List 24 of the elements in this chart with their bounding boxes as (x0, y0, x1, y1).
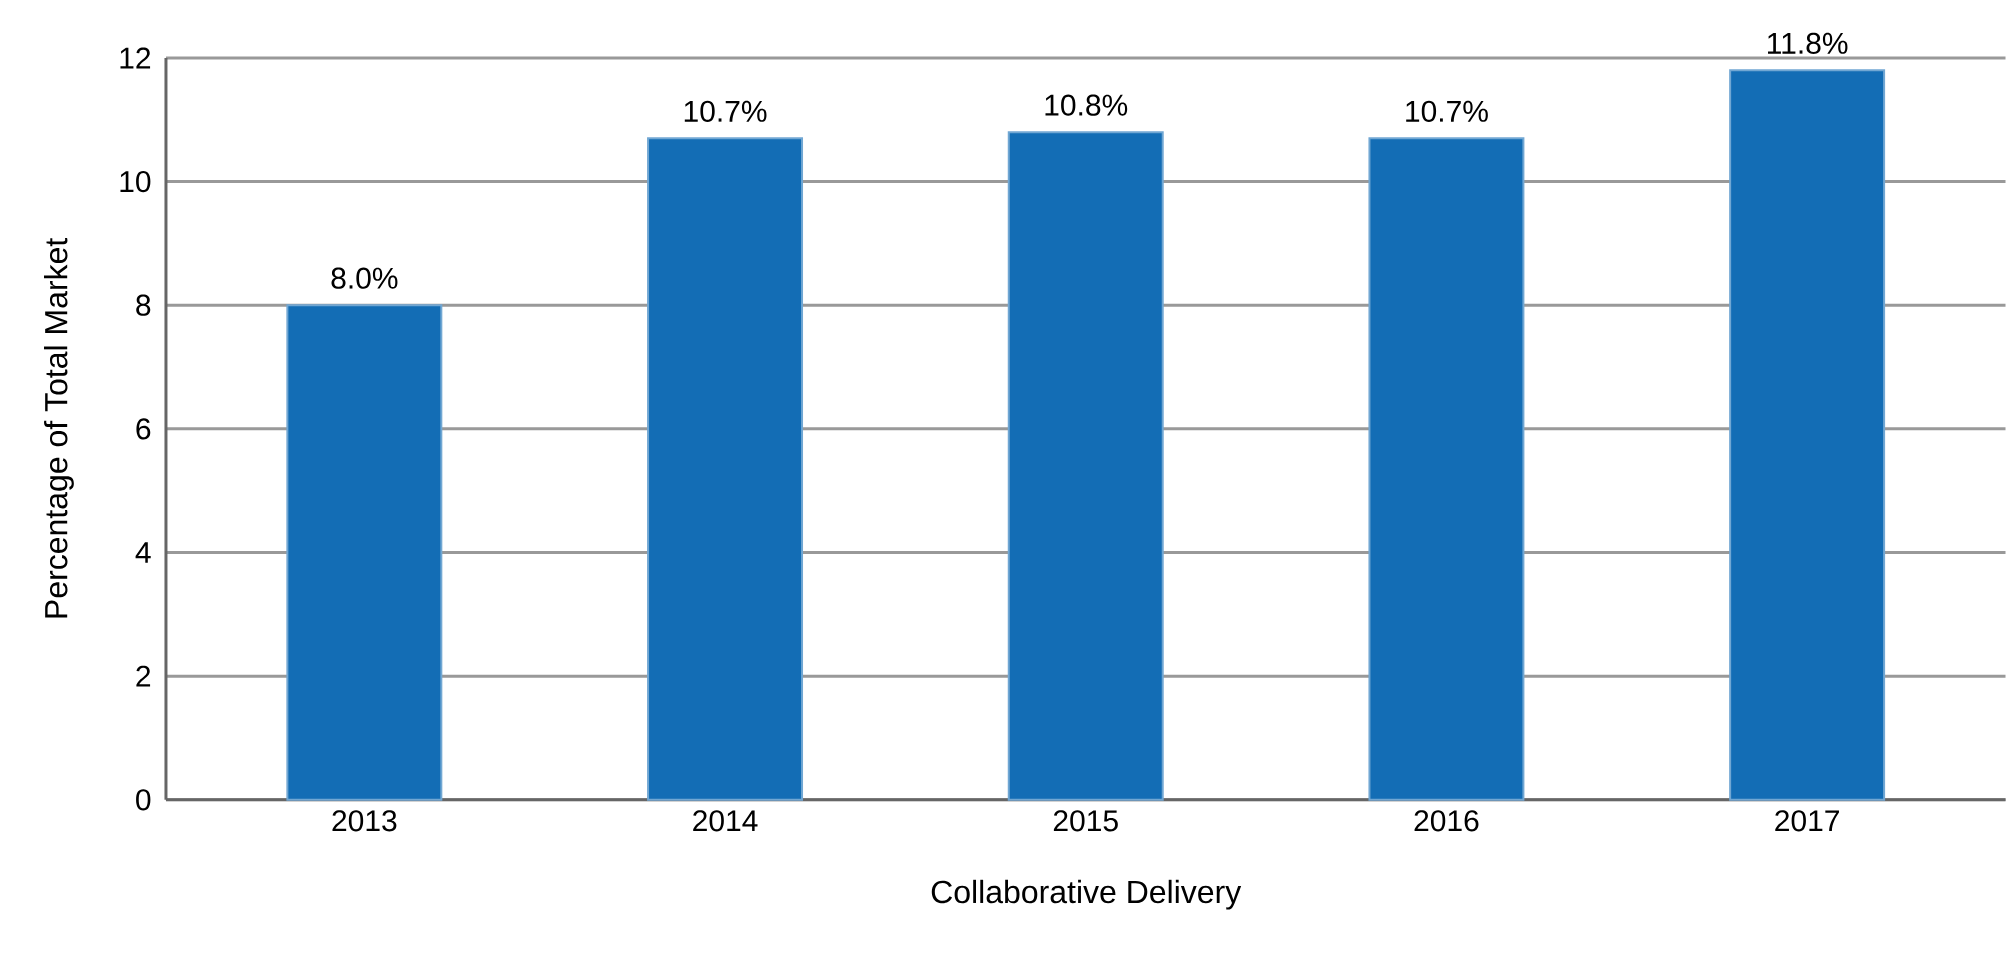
data-label: 11.8% (1768, 32, 1848, 55)
bar (1729, 69, 1886, 801)
y-tick-label: 12 (120, 47, 151, 69)
bar (286, 304, 443, 801)
y-tick-label: 4 (135, 542, 151, 563)
x-tick-label: 2016 (1414, 810, 1479, 832)
y-tick-label: 2 (136, 665, 151, 687)
bar (1368, 137, 1525, 801)
x-tick-label: 2017 (1775, 810, 1839, 832)
bar (1007, 131, 1164, 801)
data-label: 10.7% (1406, 100, 1488, 123)
bar (647, 137, 804, 801)
data-label: 8.0% (331, 267, 398, 289)
y-tick-label: 6 (136, 418, 151, 440)
y-tick-label: 8 (136, 294, 151, 316)
x-tick-label: 2014 (693, 810, 758, 832)
data-label: 10.8% (1045, 94, 1128, 116)
y-tick-label: 0 (136, 789, 151, 811)
x-tick-label: 2015 (1053, 810, 1118, 832)
x-axis-title: Collaborative Delivery (931, 879, 1242, 910)
y-axis-title: Percentage of Total Market (44, 238, 74, 618)
data-label: 10.7% (684, 100, 767, 123)
y-tick-label: 10 (120, 171, 151, 193)
x-tick-label: 2013 (332, 810, 397, 832)
